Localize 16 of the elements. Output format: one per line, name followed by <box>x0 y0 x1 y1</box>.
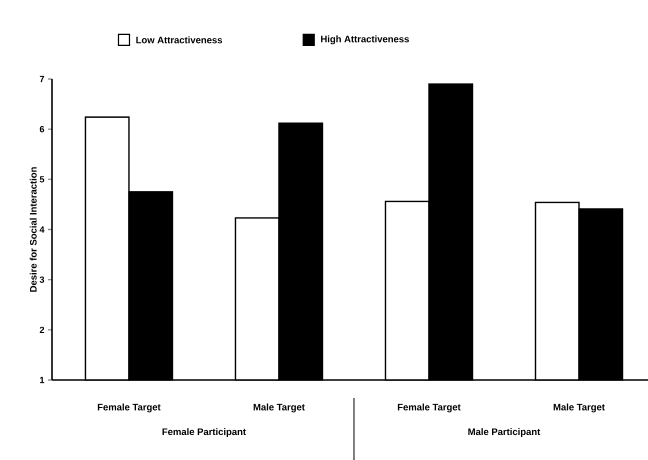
x-tick-label: Male Target <box>554 404 605 412</box>
x-tick-label: Female Target <box>398 404 461 412</box>
x-tick-label: Male Target <box>254 404 305 412</box>
y-tick-label: 6 <box>40 126 44 132</box>
legend-label: Low Attractiveness <box>136 36 222 44</box>
x-tick-label: Female Target <box>98 404 161 412</box>
text: Female Participant <box>162 428 246 437</box>
y-tick-label: 4 <box>40 226 44 233</box>
y-tick-label: 3 <box>40 276 44 283</box>
y-axis-title: Desire for Social Interaction <box>30 167 37 292</box>
legend-label: High Attractiveness <box>321 35 409 44</box>
y-tick-label: 2 <box>40 326 44 333</box>
y-tick-label: 5 <box>40 176 44 182</box>
y-tick-label: 1 <box>40 376 44 384</box>
text: Male Participant <box>468 428 540 437</box>
y-tick-label: 7 <box>40 76 44 82</box>
